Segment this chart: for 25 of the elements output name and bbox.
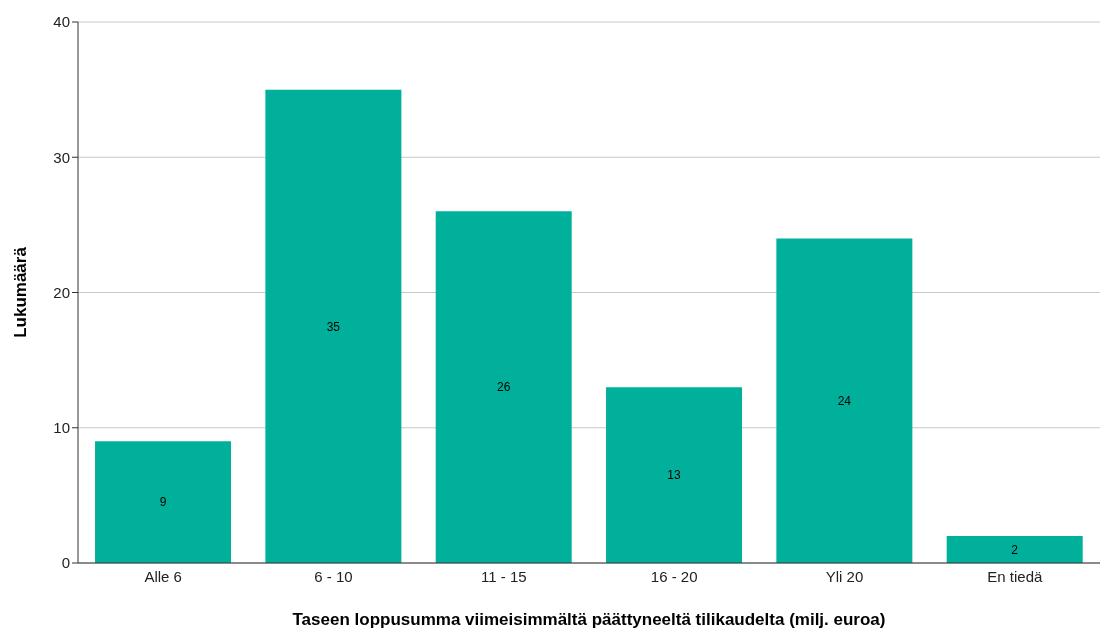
y-tick-label: 40 bbox=[53, 13, 70, 31]
y-tick-label: 0 bbox=[61, 554, 70, 572]
bar bbox=[95, 441, 232, 563]
y-tick-label: 20 bbox=[53, 283, 70, 301]
data-label: 9 bbox=[159, 495, 167, 510]
data-label: 24 bbox=[837, 393, 852, 408]
bar bbox=[946, 535, 1083, 563]
data-label: 35 bbox=[326, 319, 341, 334]
x-tick-label: En tiedä bbox=[987, 567, 1044, 585]
data-label: 2 bbox=[1011, 542, 1019, 557]
x-tick-label: Yli 20 bbox=[825, 567, 864, 585]
bar bbox=[776, 238, 913, 563]
x-tick-label: 16 - 20 bbox=[650, 567, 698, 585]
bar bbox=[606, 387, 743, 563]
data-label: 13 bbox=[667, 468, 682, 483]
x-tick-label: Alle 6 bbox=[144, 567, 182, 585]
y-tick-label: 30 bbox=[53, 148, 70, 166]
y-axis-title: Lukumäärä bbox=[11, 246, 31, 338]
bar bbox=[435, 211, 572, 563]
x-tick-label: 6 - 10 bbox=[314, 567, 353, 585]
bar bbox=[265, 89, 402, 563]
y-tick-label: 10 bbox=[53, 419, 70, 437]
x-tick-label: 11 - 15 bbox=[481, 567, 527, 585]
data-label: 26 bbox=[497, 380, 511, 395]
x-axis-title: Taseen loppusumma viimeisimmältä päättyneeltä tilikaudelta (milj. euroa) bbox=[292, 610, 886, 629]
